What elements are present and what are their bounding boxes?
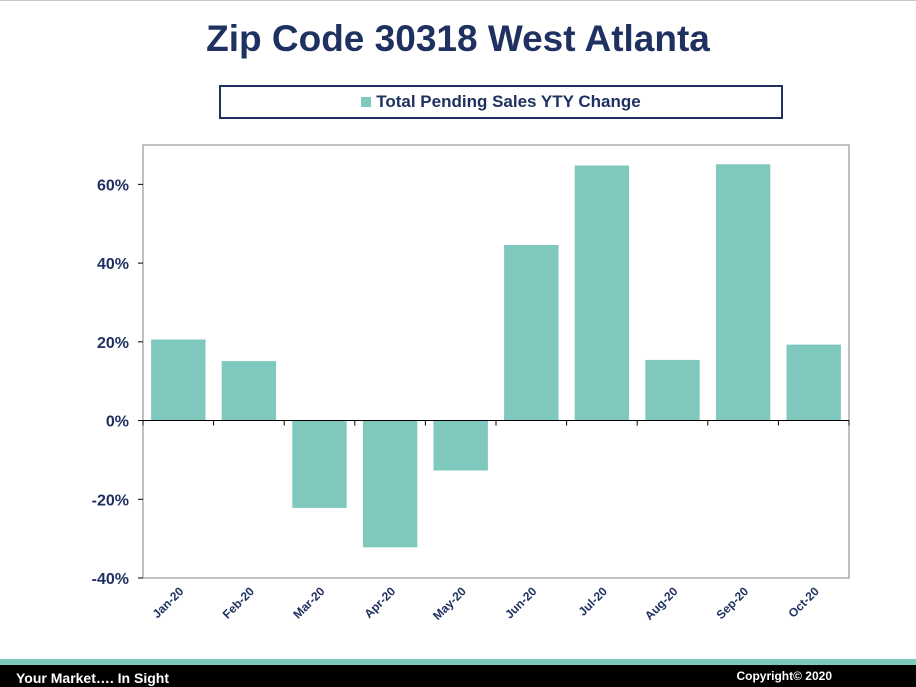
y-tick-label: 60% (97, 177, 129, 194)
legend-swatch (361, 97, 372, 107)
x-tick-label: Jan-20 (150, 584, 187, 621)
page-title: Zip Code 30318 West Atlanta (206, 18, 710, 59)
footer-copyright: Copyright© 2020 (736, 669, 832, 683)
x-tick-label: Sep-20 (713, 584, 751, 622)
bar-Jun-20 (504, 245, 559, 421)
footer-accent-band (0, 659, 916, 665)
bar-Jan-20 (151, 339, 206, 421)
bar-Oct-20 (786, 344, 841, 421)
x-tick-label: May-20 (430, 584, 469, 623)
bar-May-20 (433, 420, 488, 471)
bar-Aug-20 (645, 359, 700, 421)
x-tick-label: Apr-20 (361, 584, 398, 621)
y-tick-label: -40% (92, 571, 129, 588)
y-tick-label: 0% (106, 414, 129, 431)
x-tick-label: Mar-20 (290, 584, 327, 621)
bar-Apr-20 (362, 420, 418, 548)
legend: Total Pending Sales YTY Change (219, 85, 783, 119)
plot-area (142, 144, 850, 579)
bars-group (151, 164, 841, 548)
bar-Sep-20 (715, 164, 771, 421)
x-tick-label: Jun-20 (502, 584, 539, 621)
bar-chart: -40% -20% 0% 20% 40% 60% Jan-20 Feb-20 Mar-20 Ap… (92, 144, 850, 623)
legend-label: Total Pending Sales YTY Change (376, 92, 641, 111)
footer-tagline: Your Market…. In Sight (16, 670, 169, 686)
x-tick-label: Aug-20 (642, 584, 681, 623)
axes-group (138, 183, 850, 579)
x-tick-label: Feb-20 (220, 584, 257, 621)
x-tick-labels: Jan-20 Feb-20 Mar-20 Apr-20 May-20 Jun-20 Jul-… (150, 584, 822, 623)
top-rule (0, 0, 916, 1)
footer-bar: Your Market…. In Sight Copyright© 2020 (0, 665, 916, 687)
y-tick-labels: -40% -20% 0% 20% 40% 60% (92, 177, 129, 588)
y-tick-label: -20% (92, 492, 129, 509)
bar-Feb-20 (221, 361, 277, 421)
y-tick-label: 20% (97, 335, 129, 352)
x-tick-label: Jul-20 (576, 584, 611, 619)
bar-Mar-20 (292, 420, 347, 508)
x-tick-label: Oct-20 (786, 584, 823, 621)
y-tick-label: 40% (97, 256, 129, 273)
bar-Jul-20 (574, 165, 630, 421)
